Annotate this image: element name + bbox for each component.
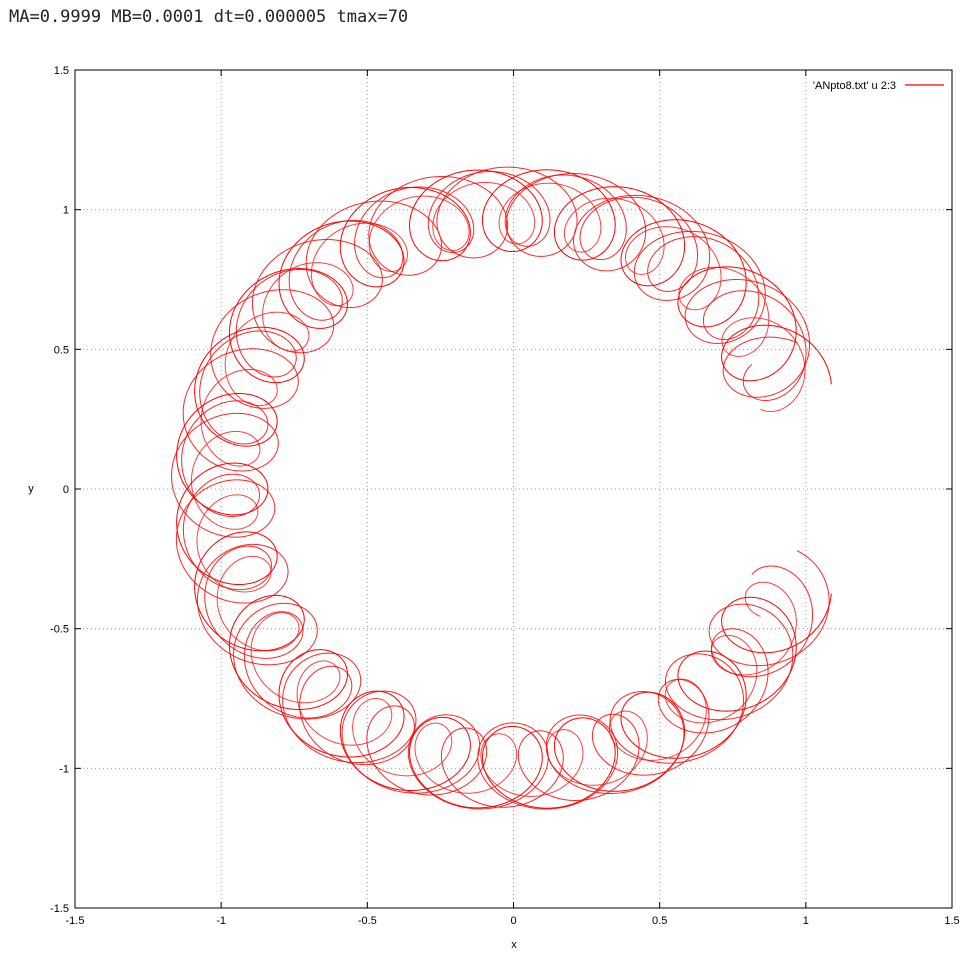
y-axis-label: y	[28, 483, 34, 495]
axis-ticks: -1.5 -1 -0.5 0 0.5 1 1.5 -1.5 -1 -0.5 0 0.5 1 1.5	[50, 65, 960, 927]
x-tick-label: 0.5	[652, 915, 667, 927]
x-tick-label: -0.5	[358, 915, 377, 927]
y-tick-label: 0.5	[54, 344, 69, 356]
x-tick-label: -1	[216, 915, 226, 927]
legend: 'ANpto8.txt' u 2:3	[813, 80, 944, 92]
x-tick-label: -1.5	[66, 915, 85, 927]
x-tick-label: 0	[510, 915, 516, 927]
x-axis-label: x	[511, 939, 517, 951]
trajectory-line	[176, 169, 832, 809]
trajectory-line	[190, 181, 806, 797]
y-tick-label: -1.5	[50, 903, 69, 915]
trajectory-line	[171, 166, 830, 810]
legend-label: 'ANpto8.txt' u 2:3	[813, 80, 896, 92]
run-parameters-caption: MA=0.9999 MB=0.0001 dt=0.000005 tmax=70	[9, 7, 409, 27]
y-tick-label: 1.5	[54, 65, 69, 77]
y-tick-label: 1	[63, 205, 69, 217]
x-tick-label: 1	[803, 915, 809, 927]
y-tick-label: 0	[63, 484, 69, 496]
x-tick-label: 1.5	[944, 915, 959, 927]
trajectory-line	[181, 171, 814, 808]
y-tick-label: -0.5	[50, 624, 69, 636]
y-tick-label: -1	[59, 763, 69, 775]
trajectory-curves	[171, 166, 832, 810]
